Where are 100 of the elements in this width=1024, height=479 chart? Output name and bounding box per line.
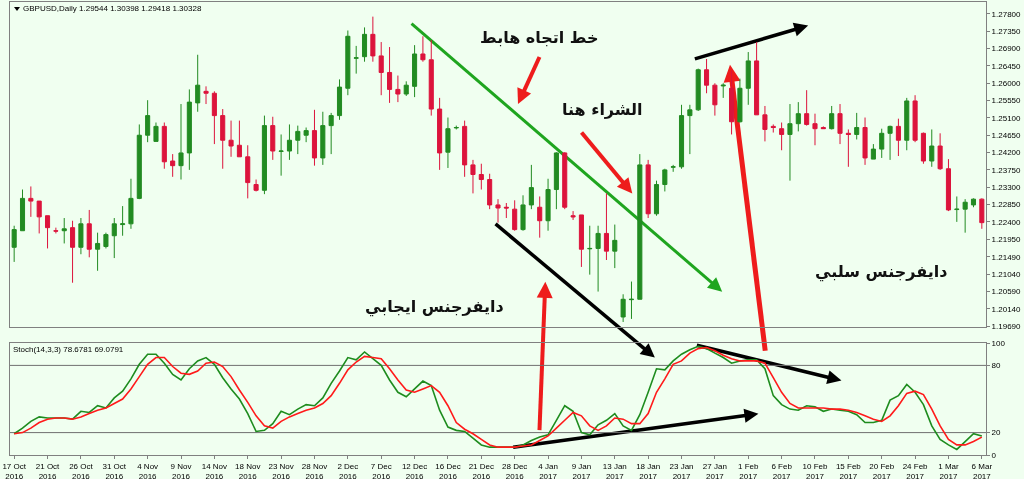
x-tick-label: 26 Oct 2016	[69, 461, 94, 479]
candlestick	[370, 16, 376, 63]
y-tick-label: 1.26900	[991, 44, 1022, 54]
candlestick	[979, 197, 985, 230]
candlestick	[462, 120, 468, 178]
candlestick	[53, 227, 59, 234]
candlestick	[720, 82, 726, 99]
candlestick	[236, 120, 242, 158]
x-tick-label: 24 Feb 2017	[902, 461, 929, 479]
x-tick-label: 21 Dec 2016	[468, 461, 494, 479]
candlestick	[311, 109, 318, 167]
candlestick	[445, 117, 451, 169]
candlestick	[328, 112, 334, 155]
candlestick	[770, 123, 776, 134]
candlestick	[428, 39, 434, 117]
candlestick	[145, 99, 151, 143]
candlestick	[562, 151, 568, 210]
x-tick-label: 28 Dec 2016	[502, 461, 528, 479]
candlestick	[487, 173, 493, 210]
candlestick	[253, 179, 259, 192]
candlestick	[403, 80, 409, 97]
candlestick	[136, 123, 142, 200]
candlestick	[962, 198, 968, 234]
candlestick	[845, 128, 851, 168]
candlestick	[78, 217, 84, 255]
candlestick	[687, 104, 693, 155]
candlestick	[86, 209, 92, 258]
x-tick-label: 14 Nov 2016	[201, 461, 228, 479]
candlestick	[920, 132, 926, 165]
candlestick	[19, 189, 26, 232]
y-tick-label: 1.26450	[991, 61, 1022, 71]
candlestick	[745, 51, 751, 106]
y-tick-label: 0	[991, 450, 997, 460]
candlestick	[662, 168, 668, 192]
candlestick	[795, 101, 801, 132]
candlestick	[295, 125, 301, 155]
y-tick-label: 1.27350	[991, 27, 1022, 37]
x-tick-label: 18 Nov 2016	[235, 461, 261, 479]
x-tick-label: 1 Mar 2017	[938, 461, 960, 479]
candlestick	[637, 153, 643, 300]
candlestick	[578, 214, 584, 268]
y-tick-label: 1.26000	[991, 79, 1022, 89]
y-tick-label: 1.21040	[991, 270, 1022, 280]
candlestick	[704, 58, 710, 94]
candlestick	[537, 195, 543, 239]
x-tick-label: 4 Nov 2016	[137, 461, 159, 479]
candlestick	[170, 153, 176, 178]
x-tick-label: 21 Oct 2016	[35, 461, 61, 479]
candlestick	[870, 143, 876, 160]
x-tick-label: 18 Jan 2017	[636, 461, 661, 479]
y-tick-label: 1.21490	[991, 252, 1022, 262]
x-tick-label: 17 Oct 2016	[2, 461, 27, 479]
candlestick	[395, 75, 401, 103]
candlestick	[595, 225, 601, 293]
candlestick	[854, 112, 860, 140]
candlestick	[220, 108, 226, 170]
y-tick-label: 100	[991, 338, 1006, 348]
candlestick	[787, 103, 793, 182]
y-tick-label: 1.25100	[991, 113, 1022, 123]
y-tick-label: 1.25550	[991, 96, 1022, 106]
y-tick-label: 1.27800	[991, 9, 1022, 19]
candlestick	[211, 90, 217, 145]
candlestick	[28, 185, 34, 218]
candlestick	[645, 159, 651, 219]
candlestick	[620, 293, 626, 323]
candlestick	[528, 164, 534, 210]
candlestick	[412, 44, 418, 98]
candlestick	[336, 78, 343, 121]
x-tick-label: 20 Feb 2017	[869, 461, 895, 479]
candlestick	[245, 144, 251, 199]
candlestick	[603, 192, 609, 261]
candlestick	[754, 41, 760, 116]
candlestick	[970, 197, 977, 208]
x-tick-label: 10 Feb 2017	[802, 461, 828, 479]
candlestick	[954, 195, 960, 223]
candlestick	[503, 202, 509, 219]
candlestick	[387, 46, 393, 104]
candlestick	[478, 163, 484, 191]
y-tick-label: 80	[991, 361, 1002, 371]
x-tick-label: 7 Dec 2016	[370, 461, 392, 479]
annotation: دايفرجنس ايجابي	[365, 297, 504, 317]
x-tick-label: 23 Jan 2017	[669, 461, 694, 479]
x-tick-label: 27 Jan 2017	[702, 461, 727, 479]
x-tick-label: 1 Feb 2017	[738, 461, 760, 479]
candlestick	[495, 198, 501, 224]
candlestick	[278, 133, 284, 177]
candlestick	[61, 217, 67, 244]
y-tick-label: 1.19690	[991, 322, 1022, 332]
candlestick	[812, 113, 818, 146]
candlestick	[829, 105, 835, 130]
candlestick	[837, 103, 843, 145]
candlestick	[512, 199, 518, 232]
candlestick	[353, 45, 359, 75]
candlestick	[103, 232, 109, 249]
candlestick	[95, 232, 101, 272]
candlestick	[320, 111, 326, 166]
y-tick-label: 1.21950	[991, 235, 1022, 244]
candlestick	[11, 225, 17, 263]
candlestick	[545, 178, 551, 232]
candlestick	[195, 54, 201, 113]
